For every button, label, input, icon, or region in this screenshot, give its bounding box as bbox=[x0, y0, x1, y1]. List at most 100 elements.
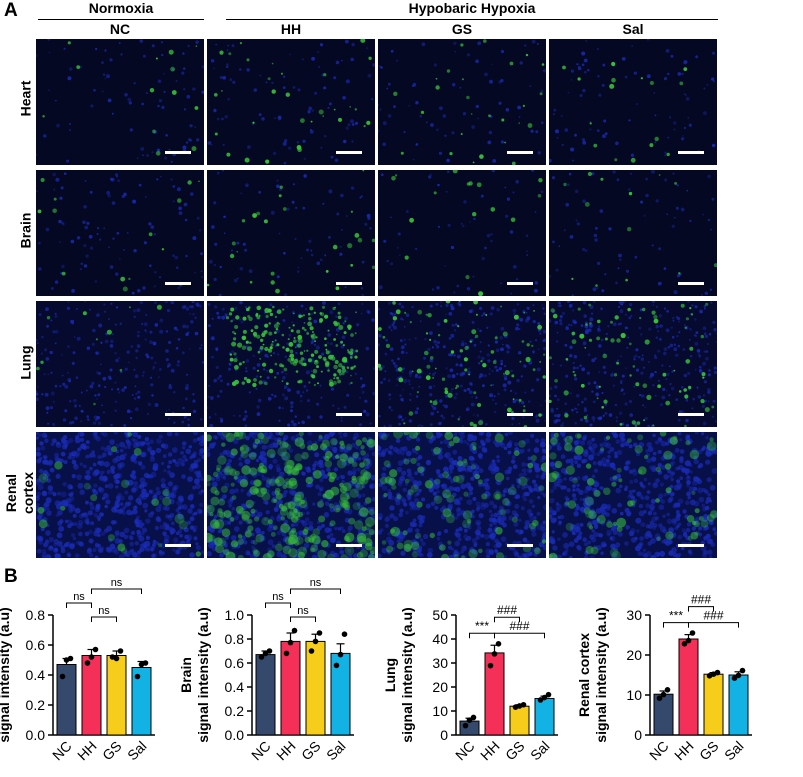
x-tick-label: GS bbox=[696, 738, 722, 764]
y-tick-label: 0.4 bbox=[225, 679, 245, 695]
micrograph-brain-hh bbox=[207, 170, 375, 296]
data-point bbox=[333, 662, 340, 669]
y-axis-label: signal intensity (a.u) bbox=[593, 607, 609, 742]
data-point bbox=[735, 672, 742, 679]
bar-gs bbox=[305, 640, 326, 736]
x-tick-label: NC bbox=[248, 738, 274, 764]
data-point bbox=[316, 630, 323, 636]
row-label-heart: Heart bbox=[17, 80, 34, 117]
significance-bracket bbox=[66, 602, 92, 608]
x-tick-label: HH bbox=[671, 738, 697, 764]
bar-gs bbox=[106, 655, 127, 736]
data-point bbox=[117, 648, 124, 654]
y-tick-label: 30 bbox=[626, 607, 642, 623]
column-label-sal: Sal bbox=[622, 21, 644, 37]
significance-bracket bbox=[688, 606, 714, 612]
y-axis-label: signal intensity (a.u) bbox=[399, 607, 415, 742]
significance-bracket bbox=[469, 632, 495, 639]
scale-bar bbox=[165, 544, 191, 547]
scale-bar bbox=[507, 544, 533, 547]
y-tick-label: 0.8 bbox=[26, 607, 46, 623]
panel-b-letter: B bbox=[4, 566, 18, 587]
data-point bbox=[142, 660, 149, 666]
micrograph-brain-sal bbox=[549, 170, 717, 296]
significance-label: ### bbox=[691, 593, 711, 607]
y-tick-label: 0.6 bbox=[225, 655, 245, 671]
scale-bar bbox=[507, 282, 533, 285]
micrograph-heart-nc bbox=[36, 39, 204, 165]
significance-bracket bbox=[91, 588, 142, 594]
micrograph-renal-cortex-sal bbox=[549, 432, 717, 558]
data-point bbox=[739, 667, 746, 674]
y-tick-label: 10 bbox=[626, 687, 642, 703]
micrograph-lung-nc bbox=[36, 301, 204, 427]
y-tick-label: 0.6 bbox=[26, 637, 46, 653]
significance-label: ns bbox=[272, 591, 284, 603]
bar-hh bbox=[678, 638, 699, 736]
data-point bbox=[689, 630, 696, 636]
significance-label: ns bbox=[111, 577, 123, 589]
data-point bbox=[266, 648, 273, 654]
data-point bbox=[287, 639, 294, 646]
bar-hh bbox=[81, 655, 102, 736]
x-tick-label: HH bbox=[273, 738, 299, 764]
y-tick-label: 0 bbox=[634, 727, 642, 743]
significance-bracket bbox=[663, 622, 689, 628]
x-tick-label: GS bbox=[99, 738, 125, 764]
scale-bar bbox=[336, 544, 362, 547]
data-point bbox=[134, 673, 141, 680]
micrograph-renal-cortex-nc bbox=[36, 432, 204, 558]
significance-label: *** bbox=[669, 609, 683, 623]
scale-bar bbox=[678, 413, 704, 416]
y-axis-label: signal intensity (a.u) bbox=[195, 607, 211, 742]
micrograph-heart-sal bbox=[549, 39, 717, 165]
micrograph-lung-hh bbox=[207, 301, 375, 427]
x-tick-label: HH bbox=[74, 738, 100, 764]
data-point bbox=[731, 675, 738, 681]
y-tick-label: 0.2 bbox=[26, 697, 46, 713]
panel-a-letter: A bbox=[4, 0, 18, 21]
micrograph-heart-gs bbox=[378, 39, 546, 165]
bar-nc bbox=[56, 664, 77, 736]
data-point bbox=[541, 694, 548, 701]
data-point bbox=[466, 717, 473, 723]
micrograph-brain-gs bbox=[378, 170, 546, 296]
micrograph-heart-hh bbox=[207, 39, 375, 165]
data-point bbox=[491, 651, 498, 657]
y-tick-label: 0.0 bbox=[26, 727, 46, 743]
y-tick-label: 1.0 bbox=[225, 607, 245, 623]
y-tick-label: 0.4 bbox=[26, 667, 46, 683]
data-point bbox=[113, 655, 120, 662]
data-point bbox=[337, 651, 344, 658]
y-tick-label: 50 bbox=[432, 607, 448, 623]
data-point bbox=[84, 660, 91, 666]
x-tick-label: Sal bbox=[721, 738, 747, 764]
data-point bbox=[59, 673, 66, 680]
data-point bbox=[67, 655, 74, 662]
row-label-lung: Lung bbox=[17, 345, 34, 380]
significance-bracket bbox=[688, 622, 739, 628]
scale-bar bbox=[507, 151, 533, 154]
data-point bbox=[487, 662, 494, 669]
group-line-hypoxia bbox=[226, 19, 718, 20]
bar-hh bbox=[280, 640, 301, 736]
data-point bbox=[283, 650, 290, 657]
scale-bar bbox=[165, 413, 191, 416]
data-point bbox=[462, 722, 469, 729]
micrograph-lung-gs bbox=[378, 301, 546, 427]
data-point bbox=[656, 695, 663, 701]
group-label-normoxia: Normoxia bbox=[88, 0, 154, 16]
y-axis-label: Renal cortex bbox=[576, 633, 592, 717]
significance-bracket bbox=[290, 588, 341, 594]
column-label-hh: HH bbox=[280, 21, 302, 37]
x-tick-label: Sal bbox=[323, 738, 349, 764]
significance-bracket bbox=[265, 602, 291, 608]
significance-bracket bbox=[494, 632, 545, 639]
bar-nc bbox=[255, 654, 276, 736]
significance-label: *** bbox=[475, 619, 489, 633]
data-point bbox=[312, 638, 319, 645]
bar-sal bbox=[534, 698, 555, 736]
bar-charts-panel-b: 0.00.20.40.60.8Heartsignal intensity (a.… bbox=[0, 577, 752, 764]
y-tick-label: 10 bbox=[432, 703, 448, 719]
bar-sal bbox=[131, 667, 152, 736]
